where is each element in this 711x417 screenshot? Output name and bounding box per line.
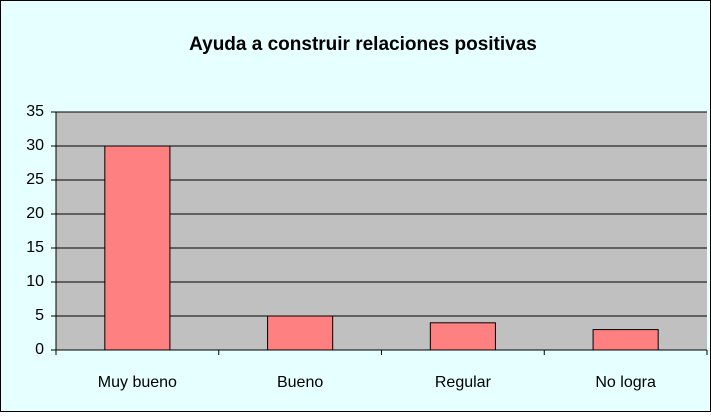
- y-tick-label: 10: [26, 273, 44, 290]
- chart-title: Ayuda a construir relaciones positivas: [189, 34, 537, 55]
- y-tick-label: 20: [26, 205, 44, 222]
- x-tick-label: Regular: [435, 374, 492, 391]
- y-tick-label: 15: [26, 239, 44, 256]
- bar: [592, 329, 659, 351]
- x-tick-label: Muy bueno: [98, 374, 177, 391]
- y-tick-label: 30: [26, 137, 44, 154]
- x-tick-label: Bueno: [277, 374, 323, 391]
- bar: [104, 145, 171, 351]
- y-tick-label: 0: [35, 341, 44, 358]
- y-tick-label: 5: [35, 307, 44, 324]
- bar: [267, 315, 334, 351]
- x-tick-label: No logra: [595, 374, 656, 391]
- y-tick-label: 35: [26, 103, 44, 120]
- bar: [429, 322, 496, 351]
- y-tick-label: 25: [26, 171, 44, 188]
